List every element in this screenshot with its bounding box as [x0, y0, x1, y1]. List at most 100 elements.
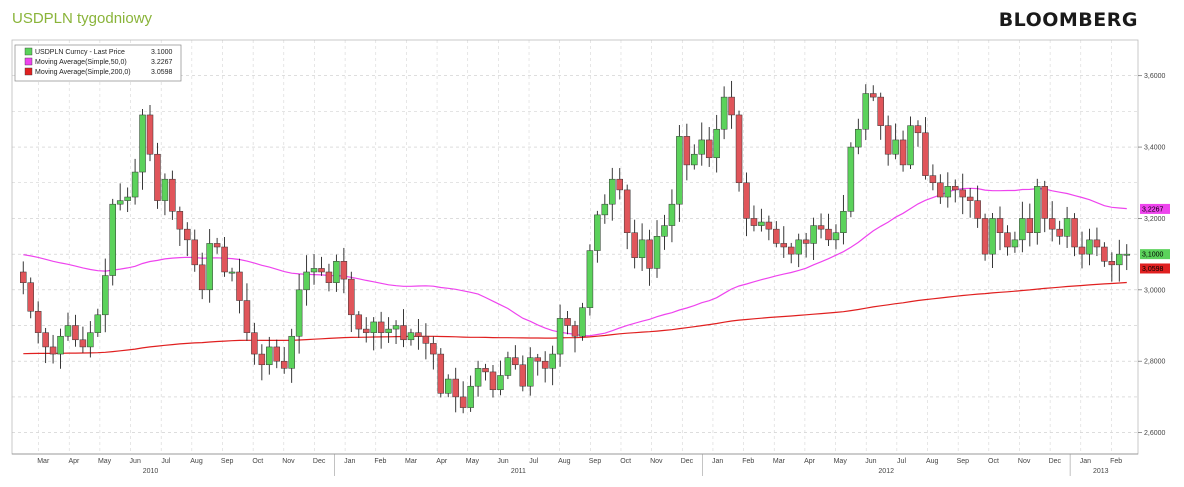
- candle: [243, 283, 251, 341]
- candle-body-down: [377, 321, 385, 333]
- candle: [609, 167, 616, 221]
- candle: [251, 322, 258, 365]
- candle-body-down: [631, 232, 638, 258]
- candle-body-up: [444, 378, 452, 394]
- tag-label: 3,2267: [1142, 206, 1164, 213]
- candle: [1019, 201, 1026, 253]
- candle-body-down: [1004, 232, 1011, 248]
- candle: [221, 237, 228, 277]
- candle-body-down: [258, 353, 266, 366]
- candle-body-down: [914, 125, 922, 134]
- candle: [191, 229, 198, 272]
- candle-body-down: [482, 368, 489, 373]
- x-month-label: Jul: [529, 458, 538, 465]
- legend-value: 3.1000: [151, 49, 173, 56]
- candle-body-down: [877, 96, 884, 126]
- candle-body-up: [504, 357, 512, 376]
- candle: [415, 318, 422, 350]
- candle: [1056, 220, 1063, 245]
- candle: [198, 252, 206, 300]
- candle-body-up: [527, 357, 534, 387]
- candle: [146, 105, 154, 162]
- candle: [810, 217, 817, 260]
- candle-body-up: [497, 375, 504, 391]
- candle: [661, 214, 668, 250]
- candle: [452, 367, 459, 413]
- candle-body-down: [825, 228, 832, 241]
- candle: [1078, 231, 1086, 269]
- candle-body-up: [139, 114, 146, 173]
- candle-body-up: [206, 243, 213, 291]
- candle-body-down: [415, 332, 422, 337]
- candle: [869, 85, 877, 102]
- candle: [832, 224, 840, 250]
- candle-body-up: [586, 250, 594, 308]
- legend-value: 3.0598: [151, 69, 173, 76]
- candle-body-up: [907, 125, 914, 166]
- candle: [161, 173, 169, 216]
- candle-body-up: [392, 325, 400, 330]
- candle-body-down: [430, 343, 437, 355]
- candle-body-down: [519, 364, 527, 387]
- candle-body-up: [1086, 239, 1093, 255]
- legend-label: Moving Average(Simple,50,0): [35, 59, 127, 66]
- candle: [847, 142, 855, 218]
- x-month-label: Apr: [68, 458, 80, 465]
- candle: [42, 327, 49, 364]
- candle-body-down: [318, 268, 325, 273]
- y-tick-label: 3,4000: [1144, 145, 1166, 152]
- x-month-label: Sep: [957, 458, 970, 465]
- candle: [855, 118, 862, 155]
- y-tick-label: 3,2000: [1144, 216, 1166, 223]
- x-month-label: May: [466, 458, 480, 465]
- x-month-label: Oct: [620, 458, 631, 465]
- candle-body-up: [109, 203, 116, 276]
- candle-body-down: [42, 332, 49, 348]
- candle-body-up: [661, 225, 668, 237]
- candle-body-down: [340, 261, 348, 280]
- candle: [124, 187, 131, 213]
- candle: [422, 323, 430, 360]
- candle: [102, 258, 109, 333]
- candle: [430, 336, 437, 370]
- candle: [691, 144, 698, 170]
- candle-body-down: [683, 136, 691, 166]
- candle: [571, 320, 579, 353]
- candle: [698, 122, 706, 166]
- tag-box: [1140, 263, 1170, 274]
- candle: [937, 174, 944, 204]
- candle-body-down: [884, 125, 892, 155]
- candle-body-up: [124, 196, 131, 201]
- candle: [840, 194, 847, 245]
- candle: [1071, 213, 1078, 257]
- candle-body-up: [676, 136, 683, 205]
- candle-body-down: [49, 346, 57, 355]
- candle-body-down: [1056, 228, 1063, 237]
- candle-body-down: [20, 271, 27, 283]
- x-month-label: Jul: [161, 458, 170, 465]
- candle: [907, 116, 914, 169]
- candle: [318, 256, 325, 276]
- candle: [20, 261, 27, 295]
- candle-body-down: [981, 218, 989, 255]
- x-year-label: 2010: [143, 468, 159, 475]
- candle: [348, 271, 355, 333]
- candle-body-up: [288, 335, 295, 369]
- candle: [1063, 206, 1071, 248]
- candle-body-down: [512, 357, 519, 366]
- candle: [1026, 203, 1034, 247]
- candle: [139, 108, 146, 190]
- x-month-label: Nov: [282, 458, 295, 465]
- candle-body-down: [325, 271, 333, 283]
- x-month-label: Mar: [773, 458, 786, 465]
- legend: USDPLN Curncy - Last Price 3.1000 Moving A…: [14, 44, 182, 82]
- candle-body-up: [638, 239, 646, 258]
- candle: [564, 310, 571, 335]
- candle-body-down: [646, 239, 653, 269]
- candle: [355, 311, 363, 338]
- candle: [34, 301, 42, 344]
- y-tick-label: 2,6000: [1144, 430, 1166, 437]
- candle-body-down: [616, 178, 623, 191]
- candle: [94, 308, 102, 337]
- candle-body-down: [169, 178, 176, 212]
